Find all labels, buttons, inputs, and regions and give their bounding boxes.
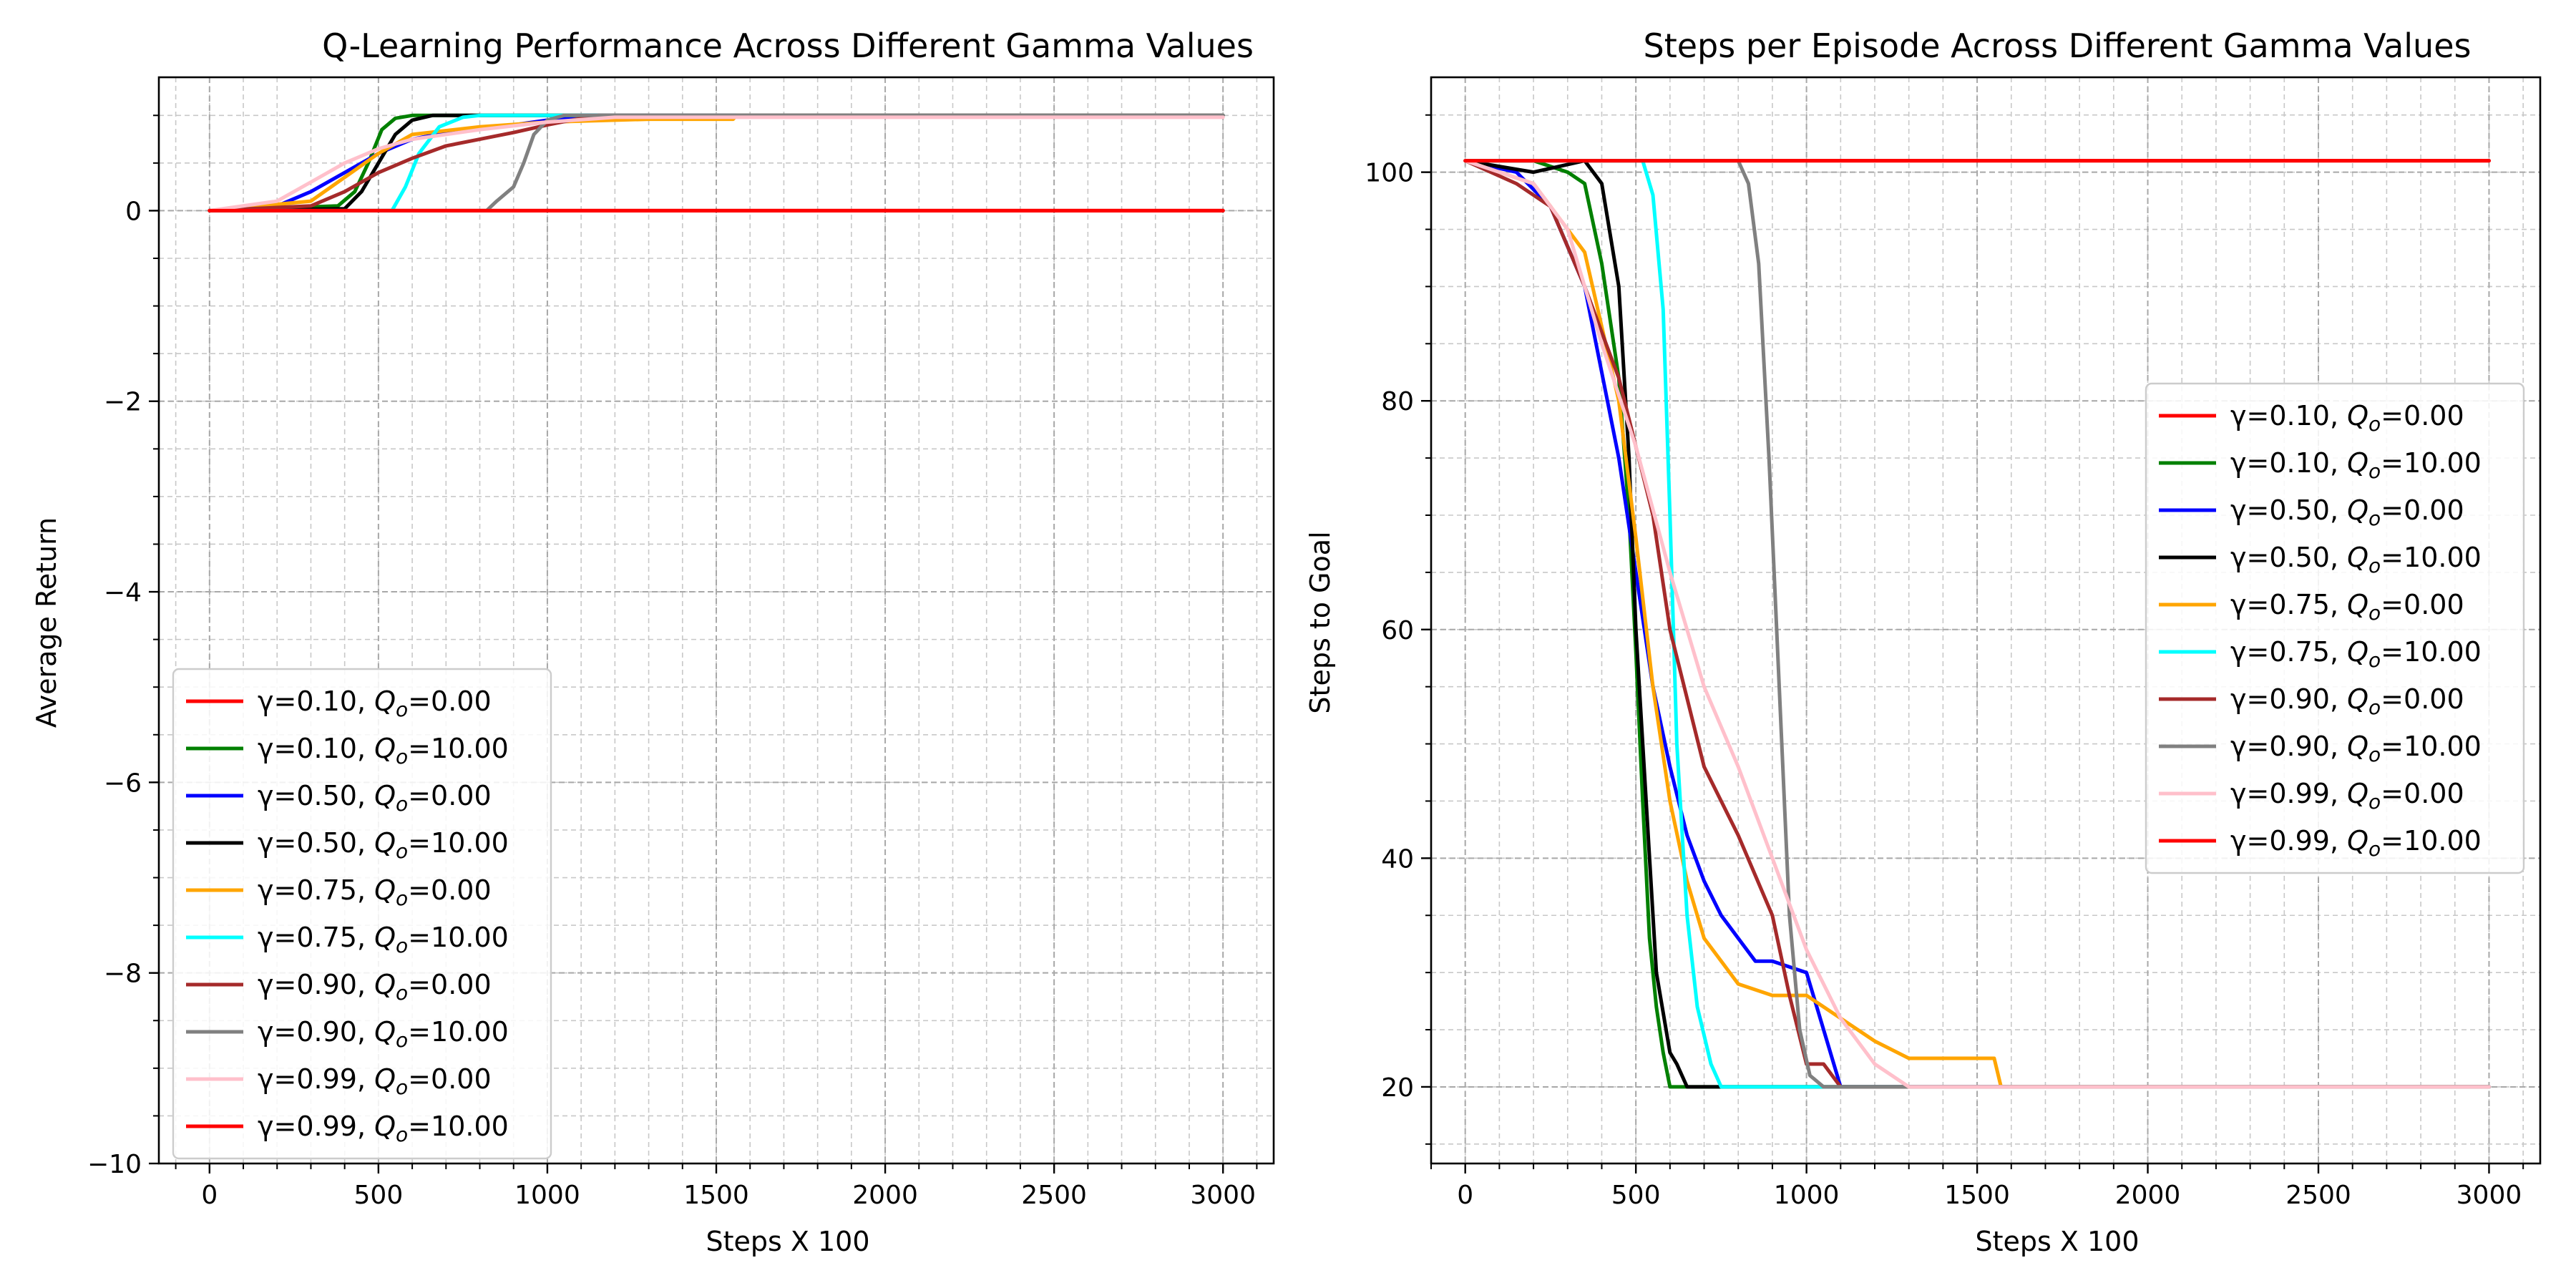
left-chart-legend-label-6: γ=0.75, Qo=10.00 xyxy=(258,922,509,957)
left-chart-ytick-label: −2 xyxy=(104,388,142,417)
left-chart-ytick-label: −6 xyxy=(104,769,142,798)
right-chart-xtick-label: 3000 xyxy=(2457,1181,2522,1210)
left-chart-legend-label-7: γ=0.90, Qo=0.00 xyxy=(258,969,492,1005)
right-chart-series-line-5 xyxy=(1463,159,2491,1089)
right-chart-ylabel: Steps to Goal xyxy=(1304,531,1336,713)
right-chart-ytick-label: 80 xyxy=(1381,387,1414,416)
right-chart-ytick-label: 40 xyxy=(1381,844,1414,874)
right-chart-series-line-9 xyxy=(1463,159,2491,1089)
right-chart-legend-label-5: γ=0.75, Qo=0.00 xyxy=(2230,589,2464,625)
right-chart-legend-label-10: γ=0.99, Qo=10.00 xyxy=(2230,825,2482,861)
left-chart-legend-label-9: γ=0.99, Qo=0.00 xyxy=(258,1063,492,1099)
left-chart-series-line-2 xyxy=(208,113,1225,213)
left-chart-legend-label-2: γ=0.10, Qo=10.00 xyxy=(258,733,509,769)
left-chart-legend-box xyxy=(172,668,552,1160)
right-chart-legend-label-2: γ=0.10, Qo=10.00 xyxy=(2230,447,2482,483)
left-chart-legend-label-10: γ=0.99, Qo=10.00 xyxy=(258,1111,509,1146)
left-chart: Q-Learning Performance Across Different … xyxy=(31,26,1275,1257)
left-chart-xlabel: Steps X 100 xyxy=(706,1226,869,1257)
left-chart-xtick-label: 2500 xyxy=(1021,1181,1087,1210)
left-chart-legend-label-1: γ=0.10, Qo=0.00 xyxy=(258,686,492,721)
left-chart-xtick-label: 3000 xyxy=(1190,1181,1256,1210)
right-chart-legend-label-3: γ=0.50, Qo=0.00 xyxy=(2230,494,2464,530)
right-chart-legend-label-8: γ=0.90, Qo=10.00 xyxy=(2230,731,2482,766)
right-chart-series-line-8 xyxy=(1463,159,2491,1089)
left-chart-legend-label-4: γ=0.50, Qo=10.00 xyxy=(258,827,509,863)
right-chart-legend-box xyxy=(2145,382,2525,874)
right-chart-ytick-label: 100 xyxy=(1365,159,1414,188)
right-chart-xtick-label: 1500 xyxy=(1944,1181,2010,1210)
right-chart-xtick-label: 2500 xyxy=(2285,1181,2351,1210)
left-chart-legend-label-8: γ=0.90, Qo=10.00 xyxy=(258,1016,509,1052)
right-chart-ytick-label: 20 xyxy=(1381,1073,1414,1103)
left-chart-xtick-label: 1000 xyxy=(514,1181,580,1210)
left-chart-xtick-label: 2000 xyxy=(852,1181,918,1210)
left-chart-legend-label-5: γ=0.75, Qo=0.00 xyxy=(258,874,492,910)
right-chart-series-line-6 xyxy=(1463,159,2491,1089)
left-chart-ytick-label: −4 xyxy=(104,578,142,608)
left-chart-series-line-9 xyxy=(208,115,1225,213)
right-chart-legend-label-4: γ=0.50, Qo=10.00 xyxy=(2230,542,2482,577)
right-chart-legend-label-7: γ=0.90, Qo=0.00 xyxy=(2230,683,2464,719)
left-chart-xtick-label: 1500 xyxy=(683,1181,749,1210)
left-chart-ytick-label: −8 xyxy=(104,960,142,989)
left-chart-series-line-6 xyxy=(208,113,1225,213)
left-chart-axes-frame xyxy=(157,76,1275,1165)
left-chart-xtick-label: 0 xyxy=(201,1181,218,1210)
right-chart: Steps per Episode Across Different Gamma… xyxy=(1304,26,2542,1257)
left-chart-series-line-8 xyxy=(208,113,1225,213)
right-chart-series-line-7 xyxy=(1463,159,2491,1089)
left-chart-ylabel: Average Return xyxy=(31,517,62,728)
right-chart-legend-label-6: γ=0.75, Qo=10.00 xyxy=(2230,636,2482,672)
right-chart-legend-label-1: γ=0.10, Qo=0.00 xyxy=(2230,400,2464,436)
right-chart-axes-frame xyxy=(1430,76,2542,1165)
left-chart-series-line-4 xyxy=(208,113,1225,213)
left-chart-ytick-label: −10 xyxy=(87,1150,142,1179)
right-chart-title: Steps per Episode Across Different Gamma… xyxy=(1644,26,2472,65)
left-chart-ytick-label: 0 xyxy=(125,197,142,226)
right-chart-xtick-label: 500 xyxy=(1611,1181,1661,1210)
left-chart-title: Q-Learning Performance Across Different … xyxy=(322,26,1254,65)
right-chart-xlabel: Steps X 100 xyxy=(1975,1226,2139,1257)
right-chart-xtick-label: 0 xyxy=(1457,1181,1473,1210)
right-chart-ytick-label: 60 xyxy=(1381,616,1414,645)
right-chart-xtick-label: 2000 xyxy=(2115,1181,2181,1210)
right-chart-xtick-label: 1000 xyxy=(1774,1181,1840,1210)
left-chart-legend-label-3: γ=0.50, Qo=0.00 xyxy=(258,780,492,816)
right-chart-legend-label-9: γ=0.99, Qo=0.00 xyxy=(2230,778,2464,814)
left-chart-xtick-label: 500 xyxy=(354,1181,404,1210)
